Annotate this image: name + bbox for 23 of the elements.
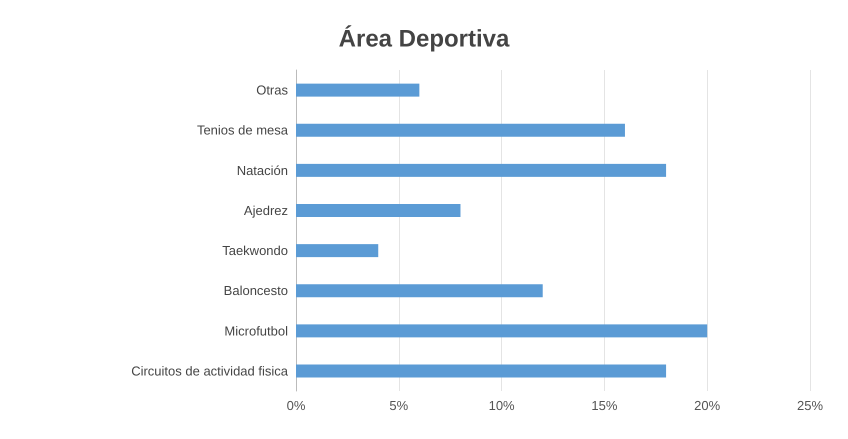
x-tick-label: 10%	[488, 398, 516, 413]
bar	[296, 324, 708, 338]
y-tick-label: Otras	[256, 82, 288, 98]
x-tick-label: 0%	[286, 398, 306, 413]
bar	[296, 284, 543, 298]
x-tick-label: 15%	[591, 398, 618, 413]
x-tick-label: 5%	[389, 398, 409, 413]
bar	[296, 164, 666, 177]
y-tick-label: Ajedrez	[244, 202, 288, 218]
bar	[296, 124, 625, 137]
chart-title: Área Deportiva	[338, 24, 510, 52]
y-tick-label: Taekwondo	[222, 243, 288, 258]
bar	[296, 364, 666, 378]
x-tick-label: 25%	[796, 398, 824, 413]
bar	[296, 244, 378, 258]
y-tick-label: Tenios de mesa	[196, 122, 289, 138]
bar	[296, 204, 460, 217]
x-tick-label: 20%	[694, 398, 721, 413]
y-tick-label: Circuitos de actividad fisica	[131, 363, 289, 378]
y-tick-label: Baloncesto	[224, 283, 288, 298]
y-tick-label: Microfutbol	[224, 323, 288, 338]
bar	[296, 84, 420, 97]
y-tick-label: Natación	[236, 162, 288, 178]
